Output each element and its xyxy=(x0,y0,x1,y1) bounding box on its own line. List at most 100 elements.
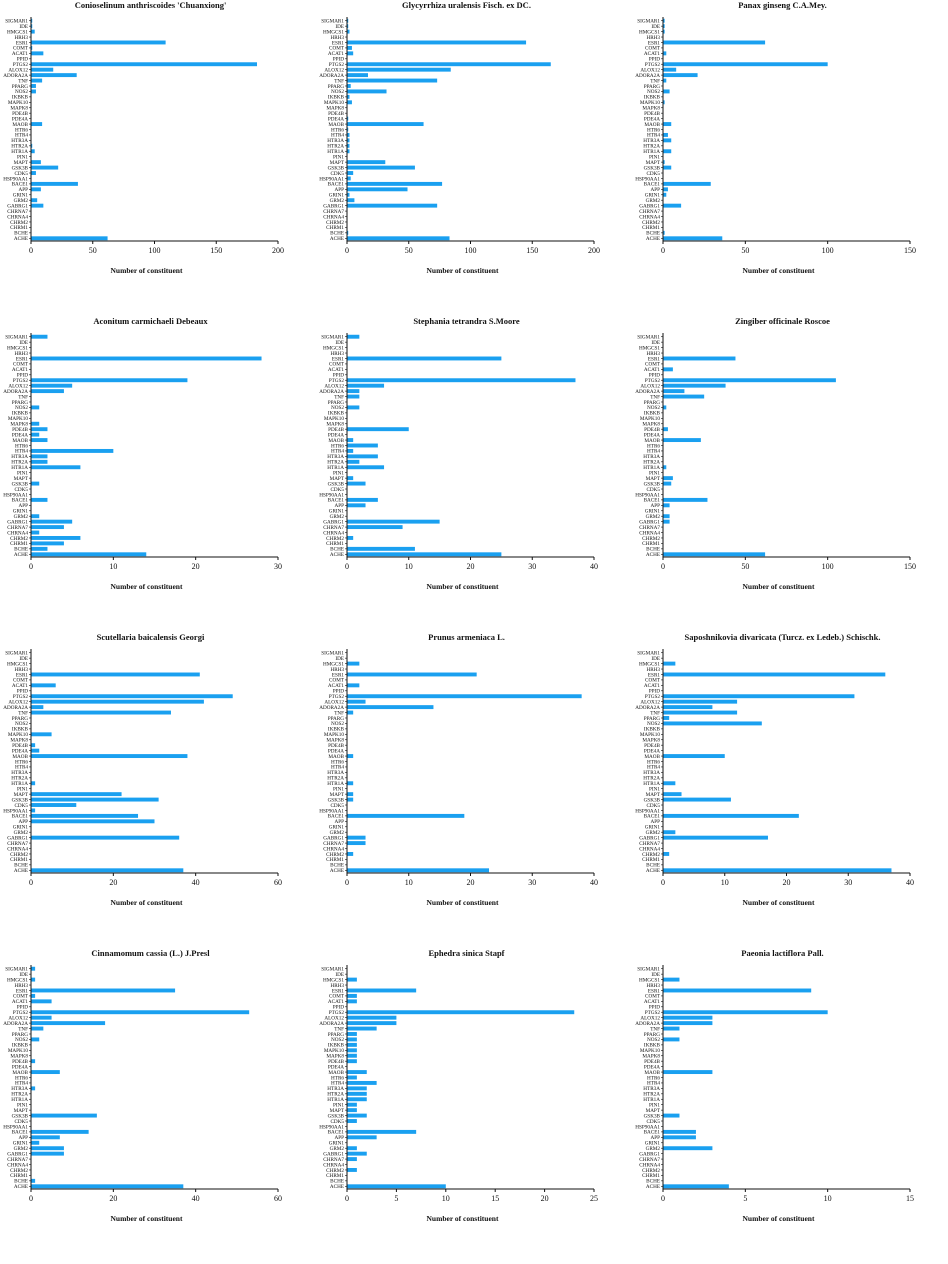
category-label: ADORA2A xyxy=(3,1021,28,1027)
category-label: HTR1A xyxy=(11,1097,28,1103)
category-label: CHRM2 xyxy=(10,852,28,858)
bar xyxy=(347,181,443,186)
category-label: ACHE xyxy=(646,552,660,558)
category-label: PPARG xyxy=(12,1032,28,1038)
category-label: GRIN1 xyxy=(645,193,661,199)
bar xyxy=(31,203,44,208)
category-label: TNF xyxy=(334,394,344,400)
category-label: GABRG1 xyxy=(639,835,660,841)
category-label: CHRNA4 xyxy=(323,214,344,220)
bar xyxy=(31,819,155,824)
category-label: GSK3B xyxy=(644,1113,661,1119)
category-label: GRM2 xyxy=(330,1146,345,1152)
category-label: HTR3A xyxy=(327,770,344,776)
chart-panel: Ephedra sinica Stapf SIGMAR1 IDE HMGCS1 HRH3… xyxy=(316,948,632,1264)
category-label: PIN1 xyxy=(649,1102,660,1108)
chart-title: Cinnamomum cassia (L.) J.Presl xyxy=(91,948,210,958)
category-label: CDK5 xyxy=(646,1119,660,1125)
category-label: HTR2A xyxy=(327,144,344,150)
category-label: HMGCS1 xyxy=(639,661,660,667)
category-label: PDE4B xyxy=(328,427,344,433)
category-label: PPARG xyxy=(644,84,660,90)
category-label: APP xyxy=(18,819,28,825)
category-label: CHRNA4 xyxy=(7,530,28,536)
bar xyxy=(663,754,725,759)
category-label: HRH3 xyxy=(330,351,344,357)
category-label: HSP90AA1 xyxy=(319,808,344,814)
chart-svg: Zingiber officinale Roscoe SIGMAR1IDEHMGC… xyxy=(635,316,916,591)
category-label: PIN1 xyxy=(333,1102,344,1108)
bar xyxy=(347,1059,357,1064)
bar xyxy=(347,1135,377,1140)
category-label: IKBKB xyxy=(12,727,29,733)
category-label: PTGS2 xyxy=(13,1010,29,1016)
category-label: HSP90AA1 xyxy=(3,492,28,498)
bar xyxy=(663,835,768,840)
category-label: CHRM2 xyxy=(10,1168,28,1174)
bar xyxy=(31,1151,64,1156)
category-label: PDE4A xyxy=(644,116,660,122)
bar xyxy=(347,73,368,78)
bar xyxy=(347,334,360,339)
category-label: APP xyxy=(334,503,344,509)
bar xyxy=(347,394,360,399)
category-label: HTR1A xyxy=(327,149,344,155)
x-tick-label: 10 xyxy=(824,1194,832,1203)
category-label: CHRM1 xyxy=(326,225,344,231)
category-label: PPARG xyxy=(644,716,660,722)
category-label: PDE4A xyxy=(12,1064,28,1070)
bar xyxy=(31,797,159,802)
bar xyxy=(31,1113,97,1118)
bar xyxy=(31,694,233,699)
bar xyxy=(347,519,440,524)
category-label: ESR1 xyxy=(332,356,345,362)
bar xyxy=(663,187,668,192)
bar xyxy=(347,1015,397,1020)
category-label: PPARG xyxy=(328,84,344,90)
category-label: MAPK10 xyxy=(324,416,345,422)
bar xyxy=(663,977,680,982)
category-label: APP xyxy=(334,819,344,825)
bar xyxy=(663,236,723,241)
bar xyxy=(347,999,357,1004)
chart-panel: Cinnamomum cassia (L.) J.Presl SIGMAR1 IDE… xyxy=(0,948,316,1264)
category-label: HTR2A xyxy=(11,144,28,150)
category-label: TNF xyxy=(18,1026,28,1032)
category-label: GRM2 xyxy=(14,830,29,836)
category-label: GSK3B xyxy=(12,481,29,487)
bar xyxy=(31,29,35,34)
x-tick-label: 20 xyxy=(467,562,475,571)
category-label: MAPK10 xyxy=(8,416,29,422)
category-label: APP xyxy=(650,819,660,825)
category-label: MAPK10 xyxy=(324,100,345,106)
chart-panel: Paeonia lactiflora Pall. SIGMAR1 IDE HMGCS1… xyxy=(632,948,948,1264)
category-label: CHRNA4 xyxy=(323,1162,344,1168)
category-label: SIGMAR1 xyxy=(321,335,344,341)
category-label: GRM2 xyxy=(330,198,345,204)
bar xyxy=(347,230,349,235)
bar xyxy=(31,743,36,748)
category-label: PDE4A xyxy=(12,116,28,122)
category-label: CHRM2 xyxy=(10,536,28,542)
bar xyxy=(31,699,204,704)
chart-panel: Stephania tetrandra S.Moore SIGMAR1 IDE HMG… xyxy=(316,316,632,632)
bar xyxy=(663,29,665,34)
category-label: CHRNA7 xyxy=(7,525,28,531)
category-label: GSK3B xyxy=(12,165,29,171)
bar xyxy=(663,1021,713,1026)
category-label: HTR1A xyxy=(327,465,344,471)
category-label: BACE1 xyxy=(644,1130,661,1136)
category-label: HMGCS1 xyxy=(323,977,344,983)
category-label: CHRNA4 xyxy=(7,846,28,852)
category-label: CHRNA7 xyxy=(323,525,344,531)
category-label: GABRG1 xyxy=(7,203,28,209)
category-label: PDE4A xyxy=(328,1064,344,1070)
bar xyxy=(663,852,670,856)
bar xyxy=(31,465,81,470)
category-label: BACE1 xyxy=(12,814,29,820)
category-label: HSP90AA1 xyxy=(319,176,344,182)
x-tick-label: 10 xyxy=(442,1194,450,1203)
bar xyxy=(347,1075,357,1080)
category-label: PDE4A xyxy=(328,116,344,122)
category-label: BCHE xyxy=(330,547,344,553)
